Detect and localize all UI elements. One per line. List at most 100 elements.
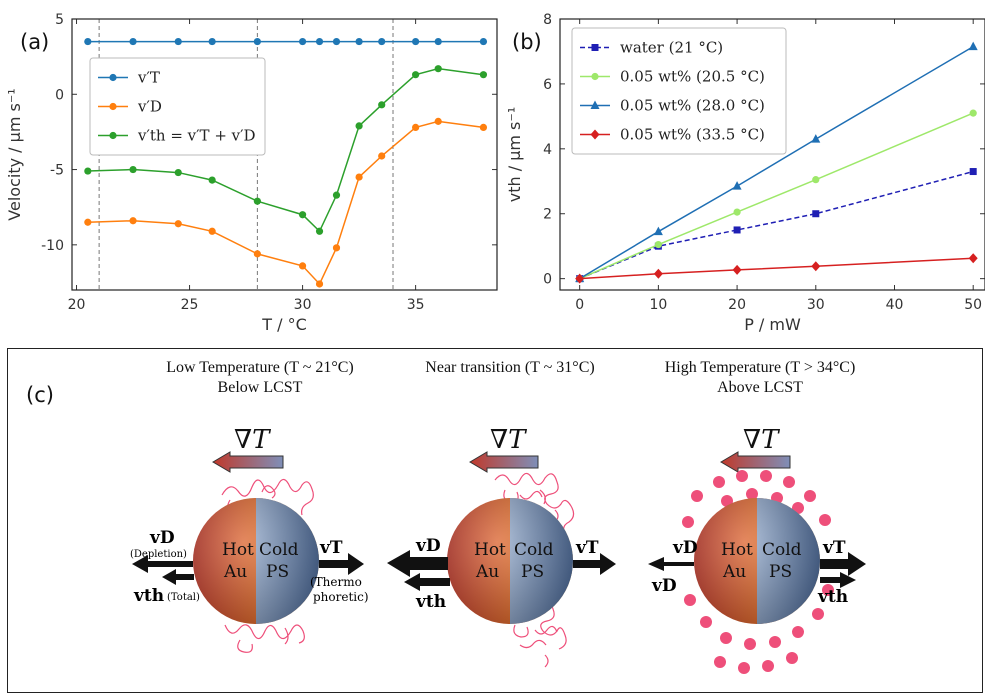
series-2-point-8 bbox=[355, 122, 363, 130]
polymer-coil-bottom-1 bbox=[224, 624, 305, 653]
vT-label-1: vT bbox=[319, 538, 343, 558]
series-line-3 bbox=[579, 257, 974, 280]
x-tick-label-25: 25 bbox=[181, 297, 199, 313]
y-tick-label-0: 0 bbox=[543, 272, 552, 288]
particle-near-transition: ∇T Hot Au Cold PS vD vth vT bbox=[387, 425, 616, 668]
series-3-point-0 bbox=[575, 273, 585, 284]
vT-arrow-1 bbox=[319, 553, 364, 575]
legend-label-2: v′th = v′T + v′D bbox=[137, 127, 256, 145]
vth-label-1: vth bbox=[133, 586, 164, 606]
collapsed-polymer-dots bbox=[682, 470, 834, 674]
x-tick-label-30: 30 bbox=[294, 297, 312, 313]
series-2-point-10 bbox=[412, 71, 420, 79]
series-2-point-2 bbox=[174, 168, 182, 177]
series-0-point-7 bbox=[332, 37, 341, 46]
series-0-point-3 bbox=[208, 37, 216, 46]
series-2-point-2 bbox=[732, 181, 742, 190]
gradient-arrow-3 bbox=[720, 451, 791, 473]
series-2-point-1 bbox=[653, 226, 663, 236]
panel-label-b: (b) bbox=[512, 30, 542, 54]
series-line-0 bbox=[579, 170, 974, 280]
series-2-point-12 bbox=[479, 71, 488, 79]
vth-arrow-3 bbox=[820, 572, 856, 588]
series-2-point-9 bbox=[378, 101, 386, 109]
vT-arrow-2 bbox=[573, 553, 616, 575]
hot-label-1: Hot bbox=[222, 540, 254, 560]
polymer-coil-bottom-2 bbox=[504, 599, 567, 668]
legend-box bbox=[89, 57, 266, 156]
series-0-point-2 bbox=[174, 37, 182, 46]
legend-label-0: v′T bbox=[137, 69, 160, 87]
x-tick-label-20: 20 bbox=[68, 297, 86, 313]
total-label: (Total) bbox=[167, 592, 200, 603]
series-1-point-1 bbox=[129, 217, 137, 225]
panel-c-frame bbox=[7, 348, 983, 693]
y-axis-label: Velocity / μm s⁻¹ bbox=[5, 88, 24, 220]
series-1-point-5 bbox=[298, 262, 307, 270]
hot-label-3: Hot bbox=[721, 540, 753, 560]
series-2-point-5 bbox=[298, 211, 307, 219]
au-label-1: Au bbox=[223, 562, 247, 582]
series-1-point-0 bbox=[84, 218, 92, 226]
vD-label-3b: vD bbox=[651, 576, 677, 596]
legend-label-1: 0.05 wt% (20.5 °C) bbox=[620, 68, 765, 86]
chart-a: 20 25 30 35 5 0 -5 -10 T / °C Velocity / μm s⁻¹ v′… bbox=[5, 12, 498, 334]
vD-label-3a: vD bbox=[672, 538, 698, 558]
x-axis-label: P / mW bbox=[744, 315, 801, 334]
legend-label-1: v′D bbox=[137, 98, 162, 116]
legend-marker-0 bbox=[109, 73, 117, 82]
vT-arrow-3 bbox=[820, 552, 866, 576]
au-label-2: Au bbox=[475, 562, 499, 582]
series-1-point-12 bbox=[479, 123, 488, 131]
vth-label-2: vth bbox=[415, 592, 446, 612]
x-tick-label-0: 0 bbox=[575, 297, 584, 313]
gradient-label-3: ∇T bbox=[743, 425, 780, 455]
series-2-point-4 bbox=[253, 197, 261, 205]
series-2-point-3 bbox=[811, 134, 821, 143]
vD-arrow-2 bbox=[387, 550, 448, 577]
series-0-point-1 bbox=[129, 37, 137, 46]
legend-marker-1 bbox=[591, 72, 599, 81]
legend-label-3: 0.05 wt% (33.5 °C) bbox=[620, 126, 765, 144]
series-0-point-4 bbox=[969, 168, 977, 176]
series-1-point-4 bbox=[253, 250, 261, 258]
series-0-point-4 bbox=[253, 37, 261, 46]
caption-high-temperature: High Temperature (T > 34°C) Above LCST bbox=[630, 358, 890, 398]
caption-near-line1: Near transition (T ~ 31°C) bbox=[425, 359, 595, 376]
hot-label-2: Hot bbox=[474, 540, 506, 560]
series-0-point-10 bbox=[412, 37, 420, 46]
vth-label-3: vth bbox=[817, 587, 848, 607]
x-tick-label-50: 50 bbox=[964, 297, 982, 313]
x-tick-label-10: 10 bbox=[649, 297, 667, 313]
series-2-point-4 bbox=[968, 41, 978, 51]
series-2-point-7 bbox=[332, 191, 341, 199]
series-3-point-3 bbox=[811, 261, 821, 272]
caption-high-line1: High Temperature (T > 34°C) bbox=[664, 359, 856, 376]
vD-arrow-3 bbox=[648, 557, 694, 571]
series-1-point-11 bbox=[434, 117, 442, 125]
legend-marker-0 bbox=[591, 44, 599, 51]
series-2-point-6 bbox=[315, 227, 324, 235]
legend-box bbox=[571, 27, 787, 155]
y-tick-label-5: 5 bbox=[55, 12, 64, 28]
series-1-point-1 bbox=[654, 240, 662, 249]
x-axis-label: T / °C bbox=[261, 315, 307, 334]
depletion-label: (Depletion) bbox=[130, 549, 187, 560]
thermo-label-1: (Thermo bbox=[310, 575, 362, 589]
legend-marker-3 bbox=[590, 129, 600, 140]
series-2-point-0 bbox=[84, 167, 92, 175]
series-1-point-8 bbox=[355, 173, 363, 181]
series-0-point-9 bbox=[378, 37, 386, 46]
series-1-point-2 bbox=[733, 208, 741, 216]
y-axis-label: vth / μm s⁻¹ bbox=[505, 107, 524, 203]
vth-arrow-2 bbox=[404, 573, 450, 591]
caption-low-line1: Low Temperature (T ~ 21°C) bbox=[166, 359, 354, 376]
y-tick-label-6: 6 bbox=[543, 77, 552, 93]
thermo-label-2: phoretic) bbox=[313, 590, 369, 604]
particle-low-temperature: ∇T Hot Au Cold PS vD (Depletion) vth (To… bbox=[130, 425, 369, 653]
legend: water (21 °C) 0.05 wt% (20.5 °C) 0.05 wt% … bbox=[571, 27, 787, 155]
panel-label-a: (a) bbox=[20, 30, 50, 54]
au-label-3: Au bbox=[722, 562, 746, 582]
y-tick-label-2: 2 bbox=[543, 207, 552, 223]
series-2-point-1 bbox=[129, 165, 137, 174]
